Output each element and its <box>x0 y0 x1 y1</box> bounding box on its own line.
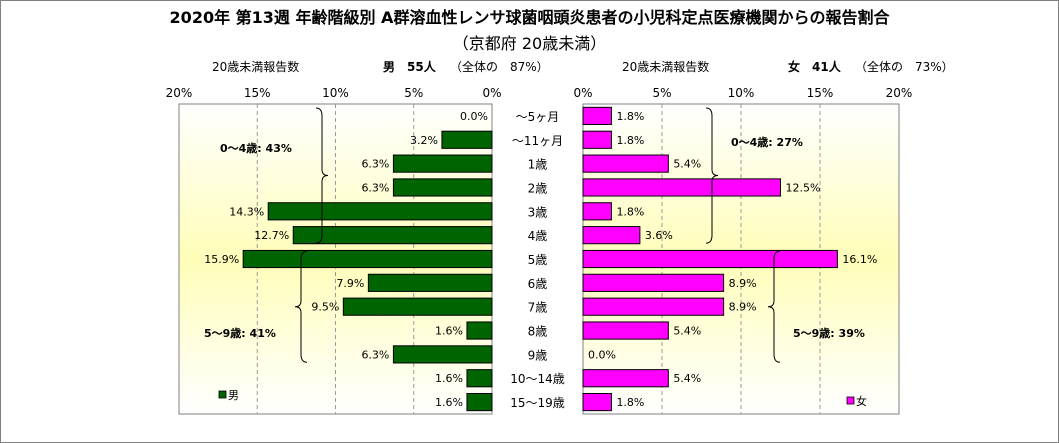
male-bar <box>441 130 493 149</box>
male-tick-label: 5% <box>404 86 423 100</box>
chart-subtitle: （京都府 20歳未満） <box>452 34 607 53</box>
male-tick-label: 10% <box>322 86 349 100</box>
male-data-label: 0.0% <box>460 110 488 123</box>
male-bar <box>466 369 493 388</box>
female-bar <box>582 154 669 173</box>
male-tick-label: 15% <box>244 86 271 100</box>
male-sex-count: 男 55人 <box>383 60 436 74</box>
male-group-annotation-0-4: 0～4歳: 43% <box>220 141 292 155</box>
male-data-label: 1.6% <box>435 396 463 409</box>
male-data-label: 6.3% <box>361 158 389 171</box>
male-data-label: 14.3% <box>229 205 264 218</box>
female-bar <box>582 130 612 149</box>
male-data-label: 6.3% <box>361 181 389 194</box>
male-data-label: 9.5% <box>311 301 339 314</box>
female-legend-label: 女 <box>856 394 867 408</box>
male-bar <box>242 249 493 269</box>
female-data-label: 1.8% <box>616 205 644 218</box>
female-data-label: 8.9% <box>729 301 757 314</box>
female-data-label: 5.4% <box>673 158 701 171</box>
female-data-label: 16.1% <box>842 253 877 266</box>
female-bar <box>582 178 781 197</box>
male-bar <box>392 178 493 197</box>
male-share: （全体の 87%） <box>450 60 549 74</box>
category-label: 2歳 <box>528 181 548 195</box>
male-bar <box>292 226 493 245</box>
female-data-label: 12.5% <box>786 181 821 194</box>
chart-title: 2020年 第13週 年齢階級別 A群溶血性レンサ球菌咽頭炎患者の小児科定点医療… <box>169 8 890 27</box>
female-data-label: 1.8% <box>616 134 644 147</box>
category-label: 9歳 <box>528 348 548 362</box>
male-bar <box>367 273 493 292</box>
female-bar <box>582 392 612 412</box>
female-bar <box>582 369 669 388</box>
female-data-label: 0.0% <box>588 348 616 361</box>
female-tick-label: 15% <box>807 86 834 100</box>
female-bar <box>582 297 725 316</box>
category-label: 4歳 <box>528 229 548 243</box>
category-label: ～11ヶ月 <box>512 134 563 148</box>
female-brace-0-4 <box>705 107 719 244</box>
male-bar <box>342 297 493 316</box>
male-brace-5-9 <box>294 250 308 363</box>
female-bar <box>582 273 725 292</box>
female-bar <box>582 202 612 221</box>
female-group-annotation-0-4: 0～4歳: 27% <box>731 135 803 149</box>
female-data-label: 1.8% <box>616 396 644 409</box>
male-group-annotation-5-9: 5～9歳: 41% <box>204 326 276 340</box>
category-label: 15～19歳 <box>510 396 565 410</box>
category-label: 5歳 <box>528 253 548 267</box>
male-data-label: 7.9% <box>336 277 364 290</box>
female-sex-count: 女 41人 <box>788 60 841 74</box>
male-data-label: 1.6% <box>435 325 463 338</box>
female-bar <box>582 321 669 340</box>
male-brace-0-4 <box>315 107 329 244</box>
female-tick-label: 20% <box>886 86 913 100</box>
category-label: ～5ヶ月 <box>516 110 560 124</box>
female-tick-label: 5% <box>652 86 671 100</box>
male-bar <box>392 154 493 173</box>
female-count-label: 20歳未満報告数 <box>622 60 710 74</box>
category-label: 7歳 <box>528 301 548 315</box>
male-tick-label: 20% <box>166 86 193 100</box>
male-tick-label: 0% <box>482 86 501 100</box>
category-label: 10～14歳 <box>510 372 565 386</box>
male-data-label: 15.9% <box>204 253 239 266</box>
female-brace-5-9 <box>767 250 781 363</box>
male-data-label: 1.6% <box>435 372 463 385</box>
female-bar <box>582 106 612 126</box>
male-data-label: 3.2% <box>410 134 438 147</box>
female-data-label: 1.8% <box>616 110 644 123</box>
female-bar <box>582 249 838 269</box>
male-data-label: 12.7% <box>254 229 289 242</box>
male-legend-label: 男 <box>228 389 239 402</box>
male-bar <box>466 392 493 412</box>
female-bar <box>582 226 641 245</box>
female-share: （全体の 73%） <box>855 60 954 74</box>
male-bar <box>267 202 493 221</box>
male-data-label: 6.3% <box>361 348 389 361</box>
female-data-label: 5.4% <box>673 325 701 338</box>
female-tick-label: 10% <box>728 86 755 100</box>
category-label: 8歳 <box>528 325 548 339</box>
male-bar <box>392 345 493 364</box>
category-label: 1歳 <box>528 158 548 172</box>
female-legend-swatch <box>846 396 855 405</box>
category-label: 3歳 <box>528 205 548 219</box>
female-data-label: 5.4% <box>673 372 701 385</box>
female-data-label: 8.9% <box>729 277 757 290</box>
female-group-annotation-5-9: 5～9歳: 39% <box>793 326 865 340</box>
category-label: 6歳 <box>528 277 548 291</box>
female-data-label: 3.6% <box>645 229 673 242</box>
female-tick-label: 0% <box>573 86 592 100</box>
male-bar <box>466 321 493 340</box>
male-count-label: 20歳未満報告数 <box>212 60 300 74</box>
male-legend-swatch <box>218 390 227 399</box>
